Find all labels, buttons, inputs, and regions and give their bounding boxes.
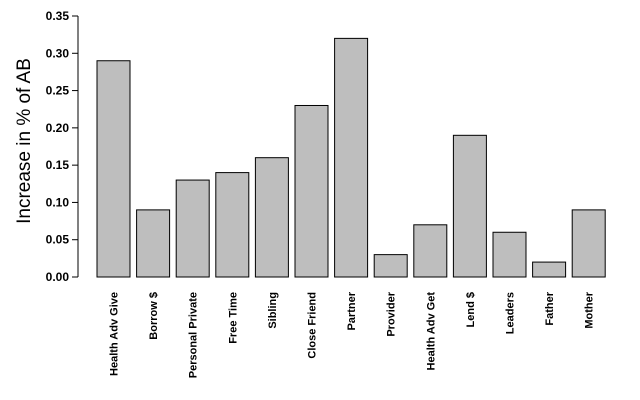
bar: [294, 104, 329, 278]
y-tick-label: 0.25: [46, 84, 70, 98]
y-tick-label: 0.35: [46, 9, 70, 23]
bar: [413, 224, 448, 278]
x-tick-label: Leaders: [505, 292, 517, 334]
x-tick-label: Close Friend: [307, 292, 319, 359]
x-tick-label: Borrow $: [148, 292, 160, 340]
bar: [96, 60, 131, 278]
y-tick-label: 0.20: [46, 121, 70, 135]
bar: [215, 172, 250, 278]
bar: [452, 134, 487, 278]
x-tick-label: Health Adv Give: [109, 292, 121, 376]
x-tick-label: Health Adv Get: [425, 292, 437, 371]
y-axis: 0.00 0.05 0.10 0.15 0.20 0.25 0.30 0.35: [46, 9, 79, 284]
y-tick-label: 0.30: [46, 46, 70, 60]
x-tick-label: Personal Private: [188, 292, 200, 378]
y-tick-label: 0.05: [46, 233, 70, 247]
bar: [175, 179, 210, 278]
x-tick-label: Partner: [346, 291, 358, 330]
x-tick-label: Provider: [386, 291, 398, 336]
y-tick-label: 0.15: [46, 158, 70, 172]
x-tick-labels: Health Adv Give Borrow $ Personal Private F…: [109, 291, 596, 378]
x-tick-label: Free Time: [227, 292, 239, 344]
x-tick-label: Mother: [584, 291, 596, 328]
y-tick-label: 0.00: [46, 270, 70, 284]
x-tick-label: Sibling: [267, 292, 279, 329]
y-tick-label: 0.10: [46, 195, 70, 209]
bar: [373, 254, 408, 278]
bar: [571, 209, 606, 278]
x-tick-label: Father: [544, 291, 556, 325]
y-axis-label: Increase in % of AB: [14, 58, 35, 224]
bar: [532, 261, 567, 278]
x-tick-label: Lend $: [465, 292, 477, 327]
bar: [334, 37, 369, 278]
bar: [254, 157, 289, 278]
bar: [492, 231, 527, 278]
bars: [96, 37, 606, 278]
bar: [136, 209, 171, 278]
